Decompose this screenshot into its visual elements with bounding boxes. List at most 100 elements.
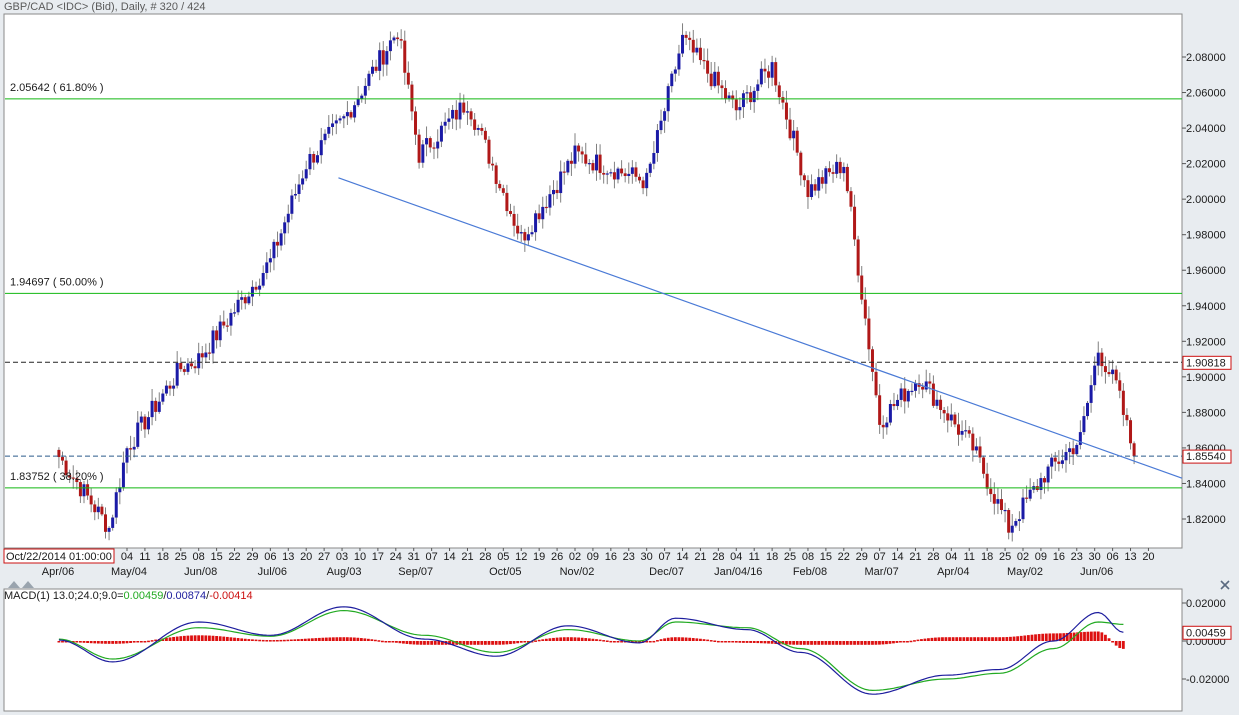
x-day-label: 15 — [210, 551, 222, 563]
x-day-label: 07 — [658, 551, 670, 563]
candle-body — [856, 239, 860, 276]
macd-hist-bar — [902, 641, 906, 643]
candle-body — [392, 37, 396, 41]
candle-body — [921, 386, 925, 390]
macd-hist-bar — [899, 641, 902, 643]
candle-body — [487, 139, 491, 164]
macd-hist-bar — [1079, 632, 1083, 641]
fibonacci-levels: 2.05642 ( 61.80% ) 1.94697 ( 50.00% ) 1.83… — [5, 82, 1182, 489]
close-x-icon[interactable] — [1220, 580, 1230, 590]
macd-current-label: 0.00459 — [1186, 627, 1226, 639]
candle-body — [749, 92, 753, 103]
candle-body — [1064, 452, 1068, 461]
candle-body — [756, 84, 760, 91]
candle-body — [1086, 402, 1090, 417]
collapse-triangle-icon[interactable] — [8, 581, 34, 588]
macd-hist-bar — [1034, 634, 1037, 641]
candle-body — [150, 400, 154, 418]
candle-body — [1132, 443, 1136, 457]
macd-hist-bar — [150, 640, 154, 642]
macd-hist-bar — [89, 641, 93, 644]
macd-hist-bar — [930, 637, 934, 641]
candle-body — [78, 482, 82, 497]
macd-hist-bar — [342, 637, 346, 641]
x-day-label: 24 — [390, 551, 402, 563]
candle-body — [1107, 372, 1111, 375]
macd-hist-bar — [303, 638, 307, 641]
panel-separator[interactable] — [0, 578, 1239, 588]
macd-hist-bar — [659, 639, 663, 641]
candle-body — [512, 213, 516, 226]
macd-hist-bar — [878, 641, 881, 645]
candle-body — [845, 166, 849, 192]
candle-body — [283, 222, 287, 234]
y-tick-label: 1.88000 — [1186, 407, 1226, 419]
candle-body — [93, 504, 97, 513]
candle-body — [1075, 444, 1079, 455]
macd-hist-bar — [473, 641, 477, 645]
level-label-box — [1182, 355, 1232, 370]
cursor-timestamp: Oct/22/2014 01:00:00 — [6, 551, 112, 563]
macd-hist-bar — [1118, 641, 1122, 649]
macd-hist-bar — [1076, 632, 1079, 641]
candle-body — [910, 390, 914, 393]
macd-hist-bar — [182, 635, 186, 641]
candle-body — [892, 404, 896, 407]
candle-body — [265, 262, 269, 273]
macd-hist-bar — [976, 637, 980, 641]
macd-hist-bar — [584, 638, 588, 641]
macd-hist-bar — [366, 638, 370, 641]
horizontal-level-lines: 1.90818 1.85540 — [5, 355, 1232, 464]
candle-body — [627, 173, 631, 177]
candle-body — [432, 147, 436, 149]
x-day-label: 11 — [139, 551, 150, 563]
macd-hist-bar — [616, 641, 620, 643]
y-tick-label: 2.02000 — [1186, 159, 1226, 171]
candle-body — [505, 192, 509, 212]
macd-line — [58, 606, 1124, 695]
candle-body — [469, 111, 473, 120]
macd-hist-bar — [709, 640, 713, 642]
macd-plot-area[interactable] — [3, 588, 1183, 712]
x-day-label: 08 — [193, 551, 205, 563]
macd-hist-bar — [652, 640, 656, 643]
candle-body — [569, 160, 573, 164]
macd-hist-bar — [154, 639, 158, 642]
x-day-label: 09 — [1035, 551, 1047, 563]
candle-body — [1118, 380, 1122, 391]
candle-body — [103, 514, 107, 532]
macd-hist-bar — [1111, 641, 1114, 643]
candle-body — [956, 424, 960, 435]
macd-hist-bar — [788, 641, 792, 645]
macd-hist-bar — [229, 637, 233, 641]
trendline[interactable] — [338, 177, 1183, 479]
candle-body — [139, 416, 143, 423]
level-label: 1.90818 — [1186, 357, 1226, 369]
candle-body — [86, 484, 90, 496]
candle-body — [268, 258, 272, 263]
candle-body — [118, 487, 122, 493]
candle-body — [290, 195, 294, 214]
macd-hist-bar — [1012, 636, 1016, 641]
macd-hist-bar — [107, 641, 111, 644]
macd-hist-bar — [802, 641, 806, 645]
candle-body — [175, 362, 179, 386]
candle-body — [602, 172, 606, 175]
candle-body — [1010, 525, 1014, 533]
candle-body — [147, 417, 151, 430]
price-plot-area[interactable] — [3, 13, 1183, 549]
candle-body — [1025, 497, 1029, 499]
macd-hist-bar — [352, 637, 356, 641]
macd-hist-bar — [867, 641, 871, 645]
candle-body — [443, 121, 447, 126]
macd-hist-bar — [409, 641, 412, 645]
macd-hist-bar — [763, 641, 767, 644]
macd-hist-bar — [419, 641, 423, 645]
candle-body — [727, 95, 731, 99]
macd-hist-bar — [892, 641, 895, 644]
macd-hist-bar — [770, 641, 774, 644]
macd-hist-bar — [541, 639, 545, 641]
macd-hist-bar — [562, 637, 566, 641]
candle-body — [885, 422, 889, 428]
